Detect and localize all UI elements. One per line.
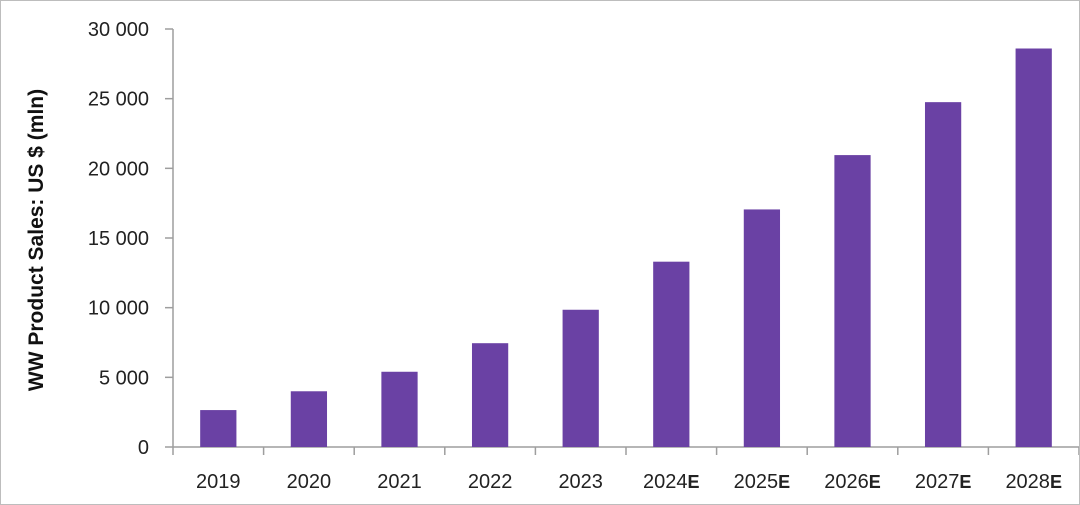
bar-2020 (290, 391, 328, 447)
y-tick-label: 30 000 (88, 19, 149, 41)
y-axis: 0 5 000 10 000 15 000 20 000 25 000 30 000 (88, 19, 174, 459)
bar-2024E (653, 261, 690, 447)
x-tick-label: 2023 (558, 471, 603, 493)
x-tick-label: 2020 (287, 471, 332, 493)
bar-2027E (924, 102, 962, 448)
y-tick-label: 0 (138, 437, 149, 459)
bar-2026E (834, 155, 871, 447)
y-tick-label: 20 000 (88, 158, 149, 180)
bar-2025E (743, 209, 781, 447)
x-tick-label: 2025E (734, 471, 791, 493)
y-axis-title-group: WW Product Sales: US $ (mln) (25, 89, 48, 391)
y-tick-label: 10 000 (88, 298, 149, 320)
x-tick-label: 2019 (196, 471, 241, 493)
x-tick-label: 2022 (468, 471, 513, 493)
x-tick-label: 2021 (377, 471, 422, 493)
y-axis-title: WW Product Sales: US $ (mln) (25, 89, 48, 391)
x-tick-label: 2024E (643, 471, 700, 493)
x-tick-label: 2028E (1005, 471, 1062, 493)
y-tick-label: 25 000 (88, 89, 149, 111)
bar-2019 (200, 410, 237, 447)
bar-2023 (562, 309, 599, 447)
bar-2022 (471, 343, 509, 447)
x-tick-label: 2027E (915, 471, 972, 493)
x-axis: 2019 2020 2021 2022 2023 2024E 2025E 2026E 2027E… (172, 446, 1079, 493)
x-tick-label: 2026E (824, 471, 881, 493)
bar-2028E (1015, 48, 1052, 448)
y-tick-label: 15 000 (88, 228, 149, 250)
bar-2021 (381, 371, 418, 447)
y-tick-label: 5 000 (99, 367, 149, 389)
bars (200, 48, 1052, 448)
